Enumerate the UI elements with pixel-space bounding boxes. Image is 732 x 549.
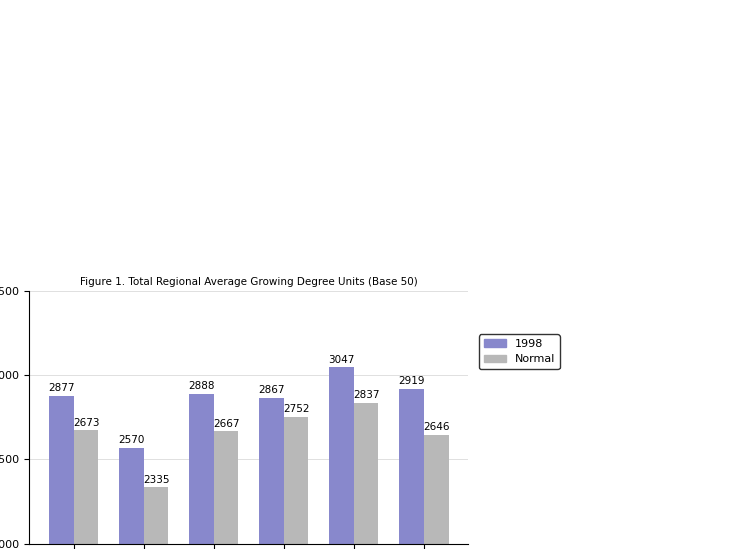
Bar bbox=[49, 396, 74, 549]
Bar bbox=[354, 402, 378, 549]
Text: 2877: 2877 bbox=[48, 383, 75, 393]
Title: Figure 1. Total Regional Average Growing Degree Units (Base 50): Figure 1. Total Regional Average Growing… bbox=[80, 277, 418, 288]
Text: 2867: 2867 bbox=[258, 385, 285, 395]
Bar bbox=[329, 367, 354, 549]
Text: 3047: 3047 bbox=[329, 355, 355, 365]
Text: 2673: 2673 bbox=[72, 418, 100, 428]
Bar bbox=[214, 431, 239, 549]
Bar bbox=[143, 487, 168, 549]
Bar bbox=[424, 435, 449, 549]
Bar bbox=[74, 430, 98, 549]
Text: 2646: 2646 bbox=[423, 422, 449, 432]
Text: 2667: 2667 bbox=[213, 419, 239, 429]
Bar bbox=[259, 397, 284, 549]
Bar bbox=[400, 389, 424, 549]
Bar bbox=[190, 394, 214, 549]
Bar bbox=[119, 447, 143, 549]
Text: 2752: 2752 bbox=[283, 405, 310, 414]
Text: 2919: 2919 bbox=[398, 376, 425, 386]
Legend: 1998, Normal: 1998, Normal bbox=[479, 334, 559, 369]
Text: 2335: 2335 bbox=[143, 474, 169, 485]
Text: 2837: 2837 bbox=[353, 390, 379, 400]
Text: 2888: 2888 bbox=[188, 382, 215, 391]
Text: 2570: 2570 bbox=[119, 435, 145, 445]
Bar bbox=[284, 417, 308, 549]
